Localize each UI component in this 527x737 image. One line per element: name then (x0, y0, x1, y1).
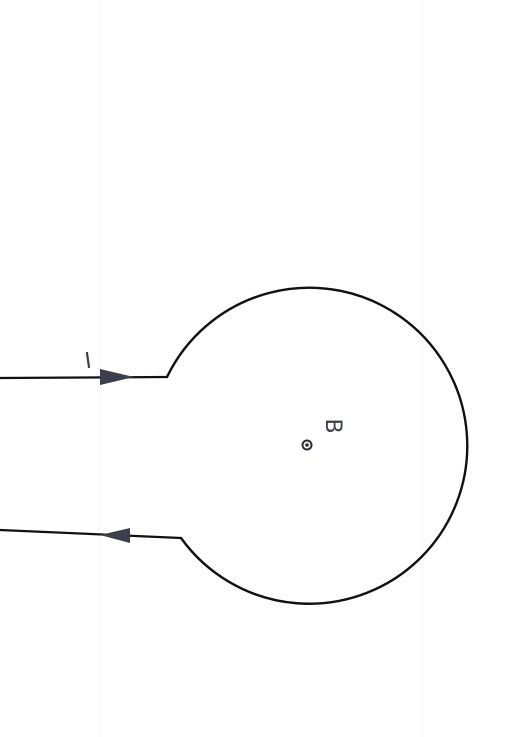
top-wire (0, 375, 169, 380)
circular-loop (165, 286, 469, 605)
current-label: I (83, 349, 93, 375)
field-dot (305, 443, 309, 447)
top-wire-arrow-right-icon (100, 369, 134, 385)
field-out-of-page-icon (301, 439, 313, 451)
bottom-wire (0, 528, 183, 540)
bottom-wire-arrow-left-icon (100, 528, 130, 543)
field-label: B (320, 418, 345, 433)
